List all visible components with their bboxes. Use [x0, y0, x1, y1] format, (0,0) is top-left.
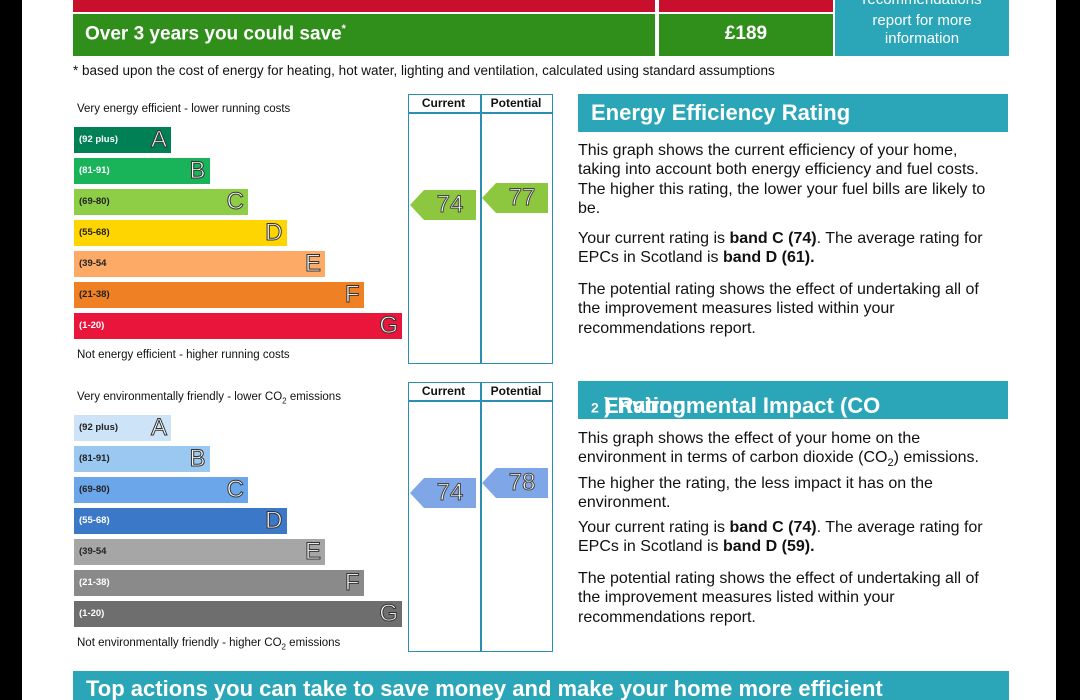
chart-bottom-caption: Not environmentally friendly - higher CO…: [77, 637, 341, 652]
current-rating-value: 74: [436, 479, 464, 507]
band-letter: E: [304, 250, 321, 277]
band-d: (55-68) D: [74, 507, 287, 534]
savings-label: Over 3 years you could save*: [85, 23, 346, 45]
band-range-label: (39-54: [79, 546, 107, 557]
band-a: (92 plus) A: [74, 414, 171, 441]
savings-row: Over 3 years you could save* £189: [73, 14, 833, 56]
potential-column: [481, 94, 553, 364]
current-rating-value: 74: [436, 191, 464, 219]
current-column: [408, 94, 481, 364]
band-letter: C: [226, 476, 244, 503]
band-range-label: (92 plus): [79, 422, 119, 433]
band-d: (55-68) D: [74, 219, 287, 246]
current-column-header: Current: [421, 96, 466, 110]
chart-top-caption: Very environmentally friendly - lower CO…: [77, 391, 341, 406]
band-b: (81-91) B: [74, 157, 210, 184]
savings-value: £189: [724, 23, 768, 44]
band-range-label: (39-54: [79, 258, 107, 269]
band-c: (69-80) C: [74, 188, 248, 215]
current-rating-arrow: 74: [410, 190, 478, 220]
band-g: (1-20) G: [74, 312, 402, 339]
energy-efficiency-chart: Very energy efficient - lower running co…: [72, 92, 553, 364]
band-letter: D: [265, 507, 283, 534]
epc-page: Over 3 years you could save* £189 recomm…: [22, 0, 1056, 700]
chart-bottom-caption: Not energy efficient - higher running co…: [77, 349, 290, 361]
band-g: (1-20) G: [74, 600, 402, 627]
recommendations-link[interactable]: recommendations report for more informat…: [835, 0, 1009, 56]
potential-column: [481, 382, 553, 652]
band-letter: B: [189, 157, 206, 184]
energy-potential-text: The potential rating shows the effect of…: [578, 281, 979, 337]
energy-efficiency-info: Energy Efficiency Rating This graph show…: [578, 94, 1008, 354]
potential-rating-value: 78: [508, 469, 536, 497]
band-range-label: (1-20): [79, 320, 105, 331]
band-letter: G: [379, 312, 399, 339]
potential-rating-arrow: 77: [482, 183, 550, 213]
band-range-label: (69-80): [79, 484, 110, 495]
top-actions-banner: Top actions you can take to save money a…: [73, 671, 1009, 700]
environmental-impact-chart: Very environmentally friendly - lower CO…: [72, 380, 553, 652]
potential-rating-arrow: 78: [482, 468, 550, 498]
band-range-label: (69-80): [79, 196, 110, 207]
environment-current-rating-text: Your current rating is band C (74). The …: [578, 519, 983, 556]
band-letter: G: [379, 600, 399, 627]
band-range-label: (1-20): [79, 608, 105, 619]
cost-footnote: * based upon the cost of energy for heat…: [73, 63, 775, 78]
potential-column-header: Potential: [490, 384, 542, 398]
energy-description: This graph shows the current efficiency …: [578, 142, 986, 217]
band-letter: A: [150, 414, 167, 441]
band-letter: A: [150, 126, 167, 153]
energy-efficiency-title: Energy Efficiency Rating: [578, 94, 1008, 132]
band-range-label: (21-38): [79, 577, 110, 588]
band-range-label: (81-91): [79, 165, 110, 176]
current-column: [408, 382, 481, 652]
band-c: (69-80) C: [74, 476, 248, 503]
potential-column-header: Potential: [490, 96, 542, 110]
environmental-impact-info: Environmental Impact (CO 2) Rating This g…: [578, 381, 1008, 641]
band-range-label: (81-91): [79, 453, 110, 464]
environment-description: This graph shows the effect of your home…: [578, 430, 979, 512]
band-letter: C: [226, 188, 244, 215]
band-f: (21-38) F: [74, 281, 364, 308]
band-letter: D: [265, 219, 283, 246]
environmental-impact-title: Environmental Impact (CO 2) Rating: [578, 381, 1008, 419]
band-b: (81-91) B: [74, 445, 210, 472]
band-letter: F: [344, 569, 360, 596]
band-e: (39-54 E: [74, 538, 325, 565]
previous-row-strip: [73, 0, 833, 12]
chart-top-caption: Very energy efficient - lower running co…: [77, 103, 291, 115]
band-f: (21-38) F: [74, 569, 364, 596]
band-range-label: (55-68): [79, 515, 110, 526]
band-range-label: (21-38): [79, 289, 110, 300]
band-range-label: (92 plus): [79, 134, 119, 145]
current-rating-arrow: 74: [410, 478, 478, 508]
savings-section: Over 3 years you could save* £189 recomm…: [73, 0, 1009, 58]
current-column-header: Current: [421, 384, 466, 398]
band-letter: E: [304, 538, 321, 565]
environment-potential-text: The potential rating shows the effect of…: [578, 570, 979, 626]
band-a: (92 plus) A: [74, 126, 171, 153]
potential-rating-value: 77: [508, 184, 536, 212]
band-e: (39-54 E: [74, 250, 325, 277]
band-letter: F: [344, 281, 360, 308]
band-letter: B: [189, 445, 206, 472]
energy-current-rating-text: Your current rating is band C (74). The …: [578, 230, 983, 267]
band-range-label: (55-68): [79, 227, 110, 238]
